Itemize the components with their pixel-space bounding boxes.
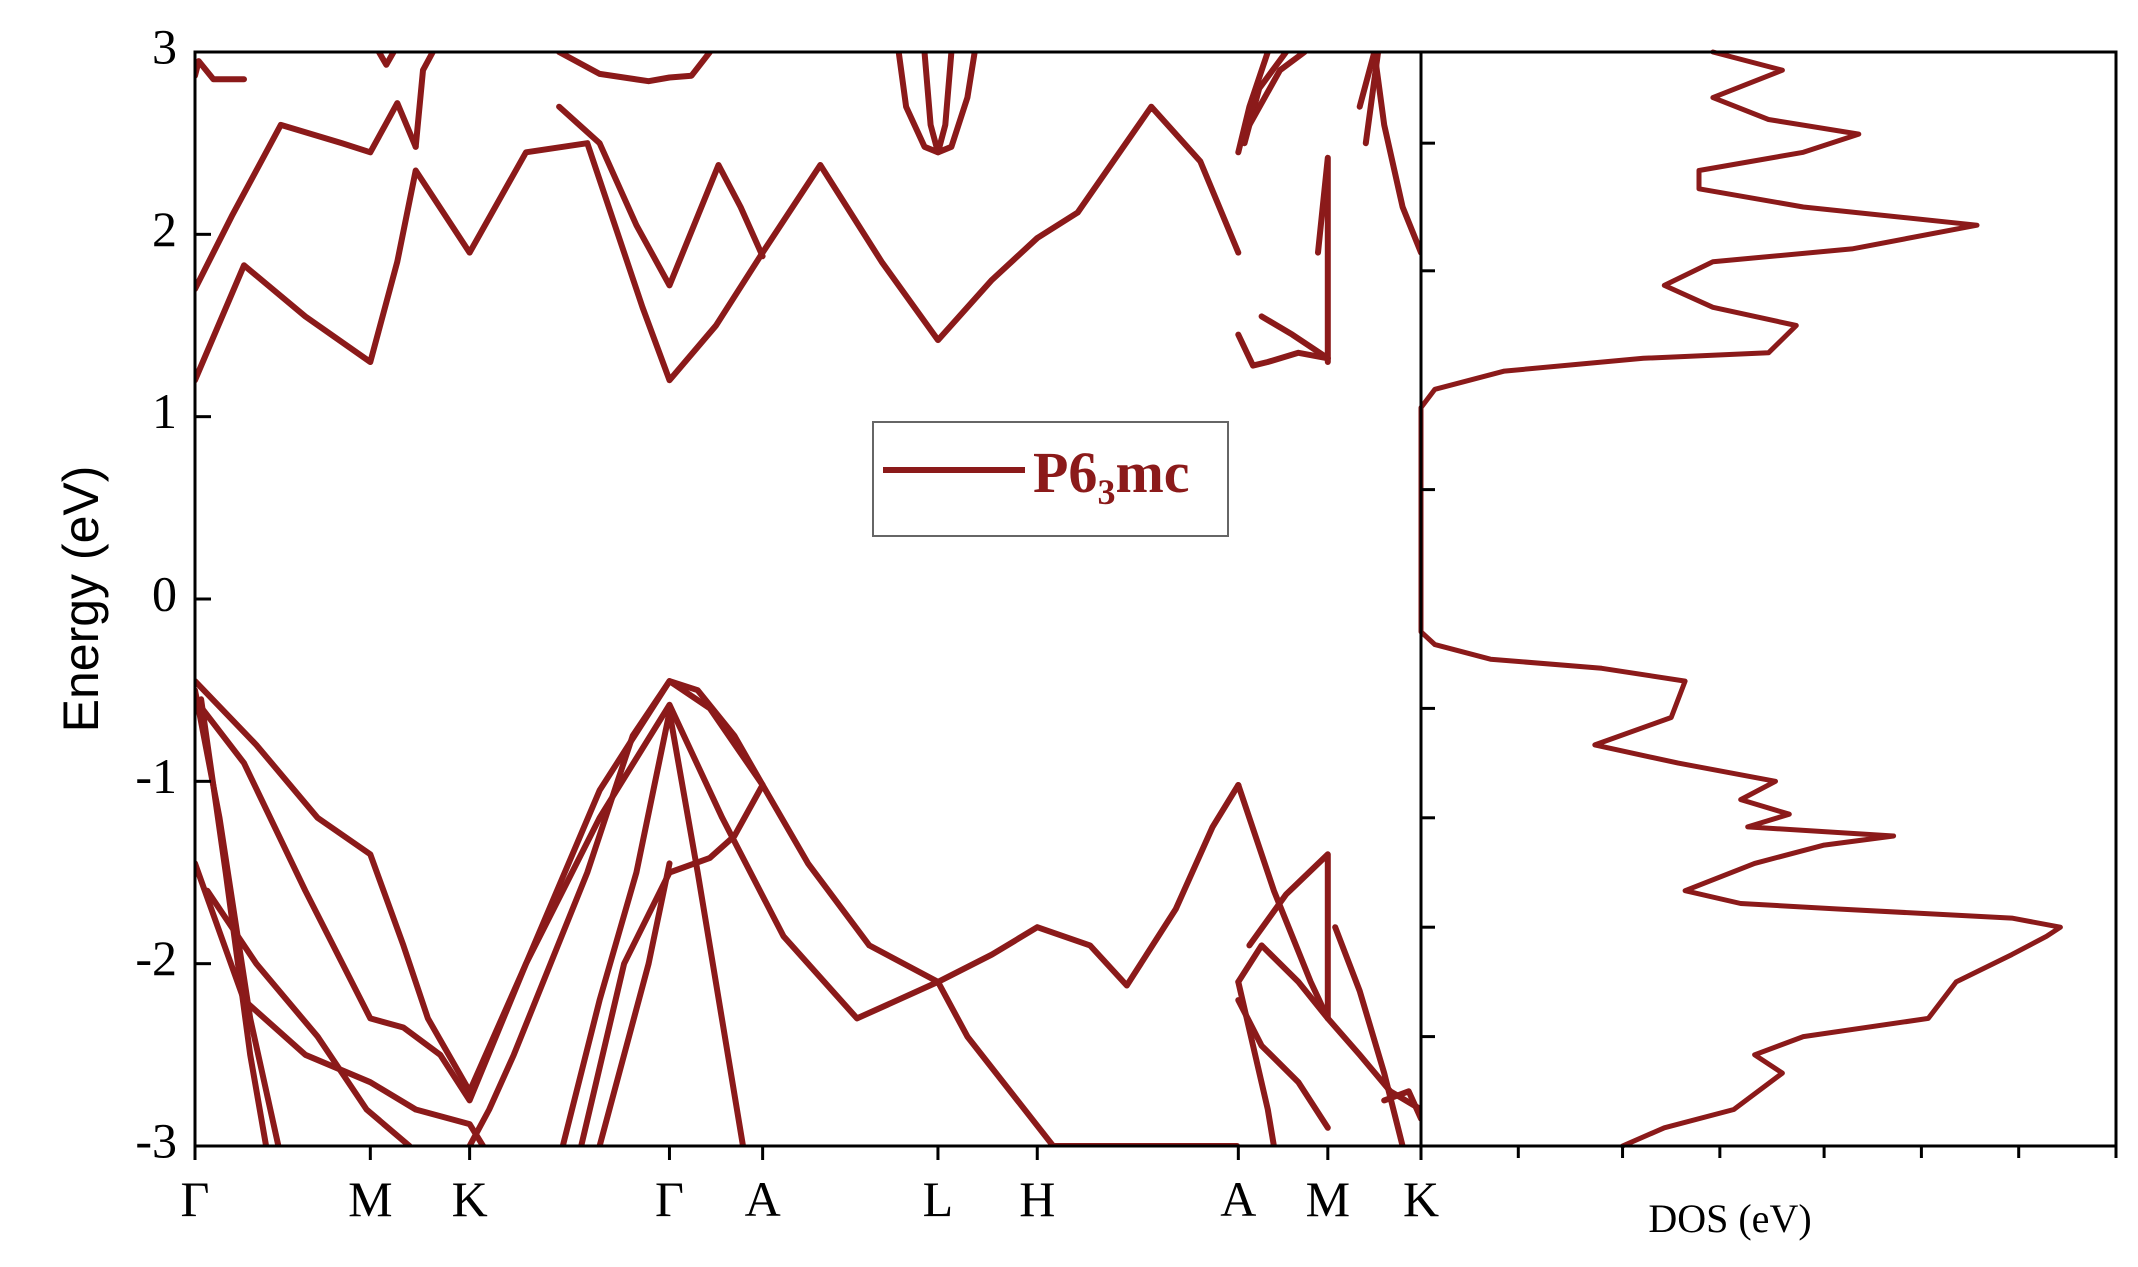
band-line-2 — [1235, 331, 1331, 369]
legend-label: P63mc — [1033, 440, 1190, 512]
y-tick-label: 0 — [152, 565, 177, 621]
band-line-25 — [559, 709, 746, 1146]
y-tick-label: -1 — [135, 748, 177, 804]
legend-box — [872, 421, 1229, 537]
band-line-26 — [578, 782, 766, 1146]
kpoint-label: K — [452, 1171, 488, 1227]
dos-x-axis-title: DOS (eV) — [1648, 1196, 1811, 1241]
kpoint-label: A — [1220, 1171, 1256, 1227]
band-line-4 — [412, 52, 436, 150]
band-line-21 — [198, 696, 270, 1146]
band-line-10 — [921, 52, 955, 156]
band-line-3 — [195, 100, 419, 292]
y-tick-label: -2 — [135, 930, 177, 986]
band-line-11 — [1235, 52, 1271, 156]
legend: P63mc — [872, 421, 1229, 537]
dos-curve — [1418, 49, 2063, 1149]
band-line-1 — [195, 103, 1242, 384]
y-tick-label: -3 — [135, 1112, 177, 1168]
y-tick-label: 1 — [152, 383, 177, 439]
band-line-13 — [1246, 52, 1308, 128]
kpoint-label: L — [923, 1171, 954, 1227]
band-line-15 — [1315, 154, 1331, 365]
y-axis-title: Energy (eV) — [53, 466, 109, 733]
band-line-6 — [375, 52, 397, 68]
kpoint-label: H — [1019, 1171, 1055, 1227]
kpoint-label: A — [745, 1171, 781, 1227]
band-line-32 — [1235, 978, 1277, 1146]
band-line-24 — [466, 678, 766, 1146]
band-lines — [195, 52, 1421, 1146]
dos-plot-frame — [1419, 50, 2118, 1148]
kpoint-label: M — [348, 1171, 392, 1227]
band-line-8 — [556, 52, 713, 85]
band-line-31 — [1235, 782, 1331, 1022]
band-line-18 — [195, 678, 1242, 1095]
band-line-14 — [1258, 313, 1331, 362]
band-line-5 — [195, 58, 247, 83]
dos-ticks — [1419, 141, 2118, 1158]
band-line-27 — [596, 860, 673, 1146]
band-line-7 — [556, 103, 766, 289]
band-line-29 — [1235, 997, 1331, 1131]
band-line-17 — [1362, 52, 1382, 147]
band-line-30 — [1246, 851, 1331, 1022]
kpoint-label: K — [1403, 1171, 1439, 1227]
kpoint-label: Γ — [655, 1171, 684, 1227]
y-tick-label: 2 — [152, 201, 177, 257]
band-line-22 — [195, 860, 487, 1146]
band-line-23 — [204, 887, 413, 1146]
band-line-16 — [1356, 52, 1421, 256]
dos-panel: DOS (eV) — [1418, 49, 2118, 1241]
band-line-33 — [1332, 924, 1406, 1146]
band-line-19 — [195, 696, 1241, 1146]
kpoint-label: Γ — [181, 1171, 210, 1227]
band-line-34 — [1381, 1088, 1421, 1122]
band-y-ticks: 3 2 1 0 -1 -2 -3 — [135, 18, 211, 1168]
y-tick-label: 3 — [152, 18, 177, 74]
kpoint-label: M — [1306, 1171, 1350, 1227]
